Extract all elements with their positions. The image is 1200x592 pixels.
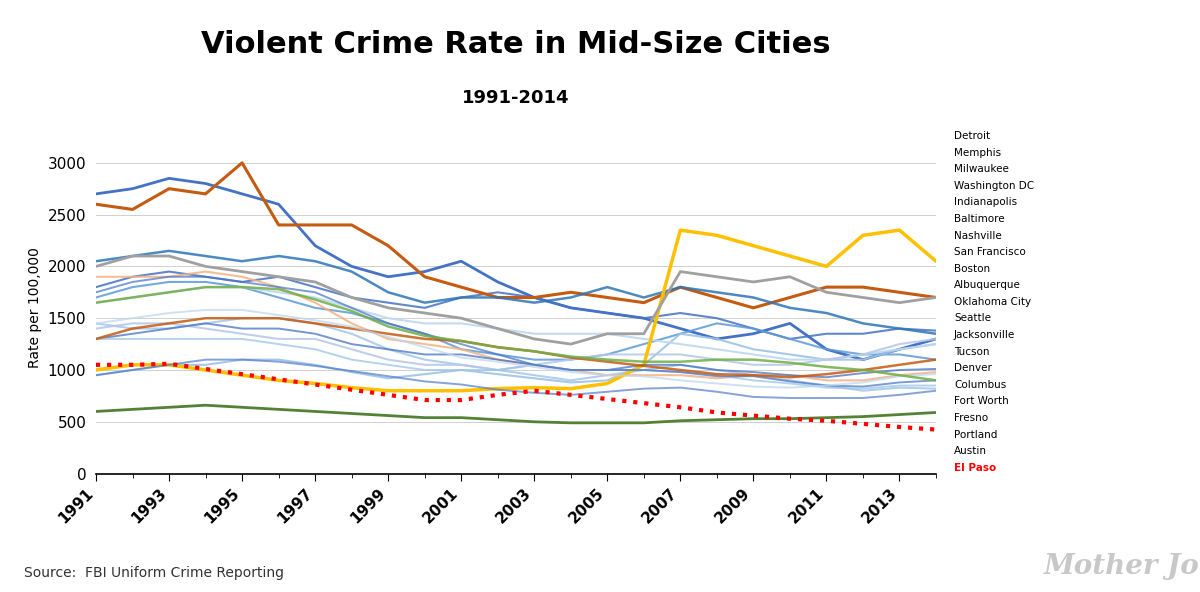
Text: Columbus: Columbus [954,380,1007,390]
Text: San Francisco: San Francisco [954,247,1026,257]
Text: Albuquerque: Albuquerque [954,281,1021,290]
Text: Denver: Denver [954,363,992,373]
Text: Portland: Portland [954,430,997,439]
Text: 1991-2014: 1991-2014 [462,89,570,107]
Text: Seattle: Seattle [954,314,991,323]
Text: Washington DC: Washington DC [954,181,1034,191]
Text: Memphis: Memphis [954,148,1001,157]
Text: Baltimore: Baltimore [954,214,1004,224]
Text: Jacksonville: Jacksonville [954,330,1015,340]
Text: Fresno: Fresno [954,413,988,423]
Text: Violent Crime Rate in Mid-Size Cities: Violent Crime Rate in Mid-Size Cities [202,30,830,59]
Text: Tucson: Tucson [954,347,990,356]
Text: El Paso: El Paso [954,463,996,472]
Text: Indianapolis: Indianapolis [954,198,1018,207]
Text: Fort Worth: Fort Worth [954,397,1009,406]
Text: Source:  FBI Uniform Crime Reporting: Source: FBI Uniform Crime Reporting [24,566,284,580]
Text: Nashville: Nashville [954,231,1002,240]
Y-axis label: Rate per 100,000: Rate per 100,000 [28,247,42,368]
Text: Austin: Austin [954,446,986,456]
Text: Milwaukee: Milwaukee [954,165,1009,174]
Text: Detroit: Detroit [954,131,990,141]
Text: Mother Jones: Mother Jones [1044,553,1200,580]
Text: Oklahoma City: Oklahoma City [954,297,1031,307]
Text: Boston: Boston [954,264,990,274]
